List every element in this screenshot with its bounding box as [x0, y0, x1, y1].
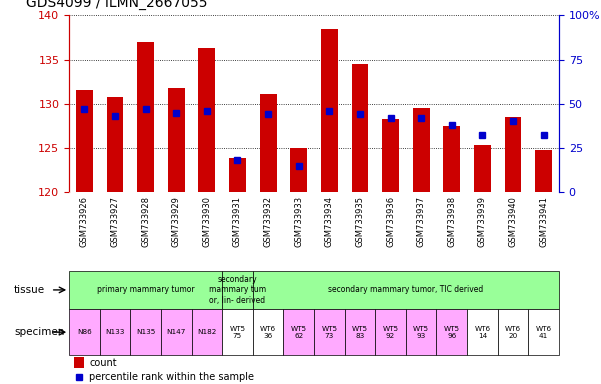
Bar [222, 309, 253, 355]
Text: GSM733932: GSM733932 [264, 196, 273, 247]
Text: percentile rank within the sample: percentile rank within the sample [89, 372, 254, 382]
Bar [528, 309, 559, 355]
Bar [406, 309, 436, 355]
Bar [260, 94, 276, 192]
Text: WT6
36: WT6 36 [260, 326, 276, 339]
Text: GSM733931: GSM733931 [233, 196, 242, 247]
Text: GSM733928: GSM733928 [141, 196, 150, 247]
Bar [375, 309, 406, 355]
Text: WT5
75: WT5 75 [230, 326, 246, 339]
Bar [344, 309, 375, 355]
Bar [137, 42, 154, 192]
Bar [229, 159, 246, 192]
Bar [498, 309, 528, 355]
Text: WT5
92: WT5 92 [382, 326, 398, 339]
Text: GSM733930: GSM733930 [203, 196, 212, 247]
Bar [474, 145, 491, 192]
Bar [130, 309, 161, 355]
Text: GSM733939: GSM733939 [478, 196, 487, 247]
Bar [436, 309, 467, 355]
Text: WT5
83: WT5 83 [352, 326, 368, 339]
Text: primary mammary tumor: primary mammary tumor [97, 285, 195, 295]
Bar [253, 271, 559, 309]
Bar [321, 29, 338, 192]
Bar [535, 150, 552, 192]
Text: N86: N86 [77, 329, 92, 335]
Text: secondary
mammary tum
or, lin- derived: secondary mammary tum or, lin- derived [209, 275, 266, 305]
Text: GSM733929: GSM733929 [172, 196, 181, 247]
Bar [74, 357, 84, 368]
Bar [168, 88, 185, 192]
Text: GSM733940: GSM733940 [508, 196, 517, 247]
Text: GSM733927: GSM733927 [111, 196, 120, 247]
Text: N147: N147 [166, 329, 186, 335]
Bar [76, 91, 93, 192]
Text: secondary mammary tumor, TIC derived: secondary mammary tumor, TIC derived [328, 285, 483, 295]
Bar [505, 117, 522, 192]
Text: GSM733935: GSM733935 [355, 196, 364, 247]
Bar [106, 97, 123, 192]
Bar [198, 48, 215, 192]
Text: WT6
20: WT6 20 [505, 326, 521, 339]
Text: WT5
73: WT5 73 [322, 326, 337, 339]
Text: GSM733933: GSM733933 [294, 196, 304, 247]
Text: WT5
62: WT5 62 [291, 326, 307, 339]
Text: GSM733937: GSM733937 [416, 196, 426, 247]
Bar [253, 309, 284, 355]
Text: specimen: specimen [14, 327, 64, 337]
Text: WT6
14: WT6 14 [474, 326, 490, 339]
Bar [161, 309, 192, 355]
Bar [444, 126, 460, 192]
Bar [222, 271, 253, 309]
Bar [314, 309, 344, 355]
Text: N135: N135 [136, 329, 155, 335]
Bar [69, 309, 100, 355]
Bar [382, 119, 399, 192]
Bar [290, 148, 307, 192]
Text: tissue: tissue [14, 285, 45, 295]
Text: GDS4099 / ILMN_2667055: GDS4099 / ILMN_2667055 [26, 0, 208, 10]
Bar [352, 64, 368, 192]
Text: GSM733934: GSM733934 [325, 196, 334, 247]
Bar [467, 309, 498, 355]
Text: WT5
96: WT5 96 [444, 326, 460, 339]
Text: WT5
93: WT5 93 [413, 326, 429, 339]
Bar [69, 271, 222, 309]
Text: WT6
41: WT6 41 [535, 326, 552, 339]
Text: GSM733938: GSM733938 [447, 196, 456, 247]
Text: GSM733926: GSM733926 [80, 196, 89, 247]
Bar [192, 309, 222, 355]
Text: GSM733936: GSM733936 [386, 196, 395, 247]
Text: count: count [89, 358, 117, 368]
Text: N182: N182 [197, 329, 216, 335]
Bar [284, 309, 314, 355]
Bar [413, 108, 430, 192]
Text: GSM733941: GSM733941 [539, 196, 548, 247]
Bar [100, 309, 130, 355]
Text: N133: N133 [105, 329, 125, 335]
